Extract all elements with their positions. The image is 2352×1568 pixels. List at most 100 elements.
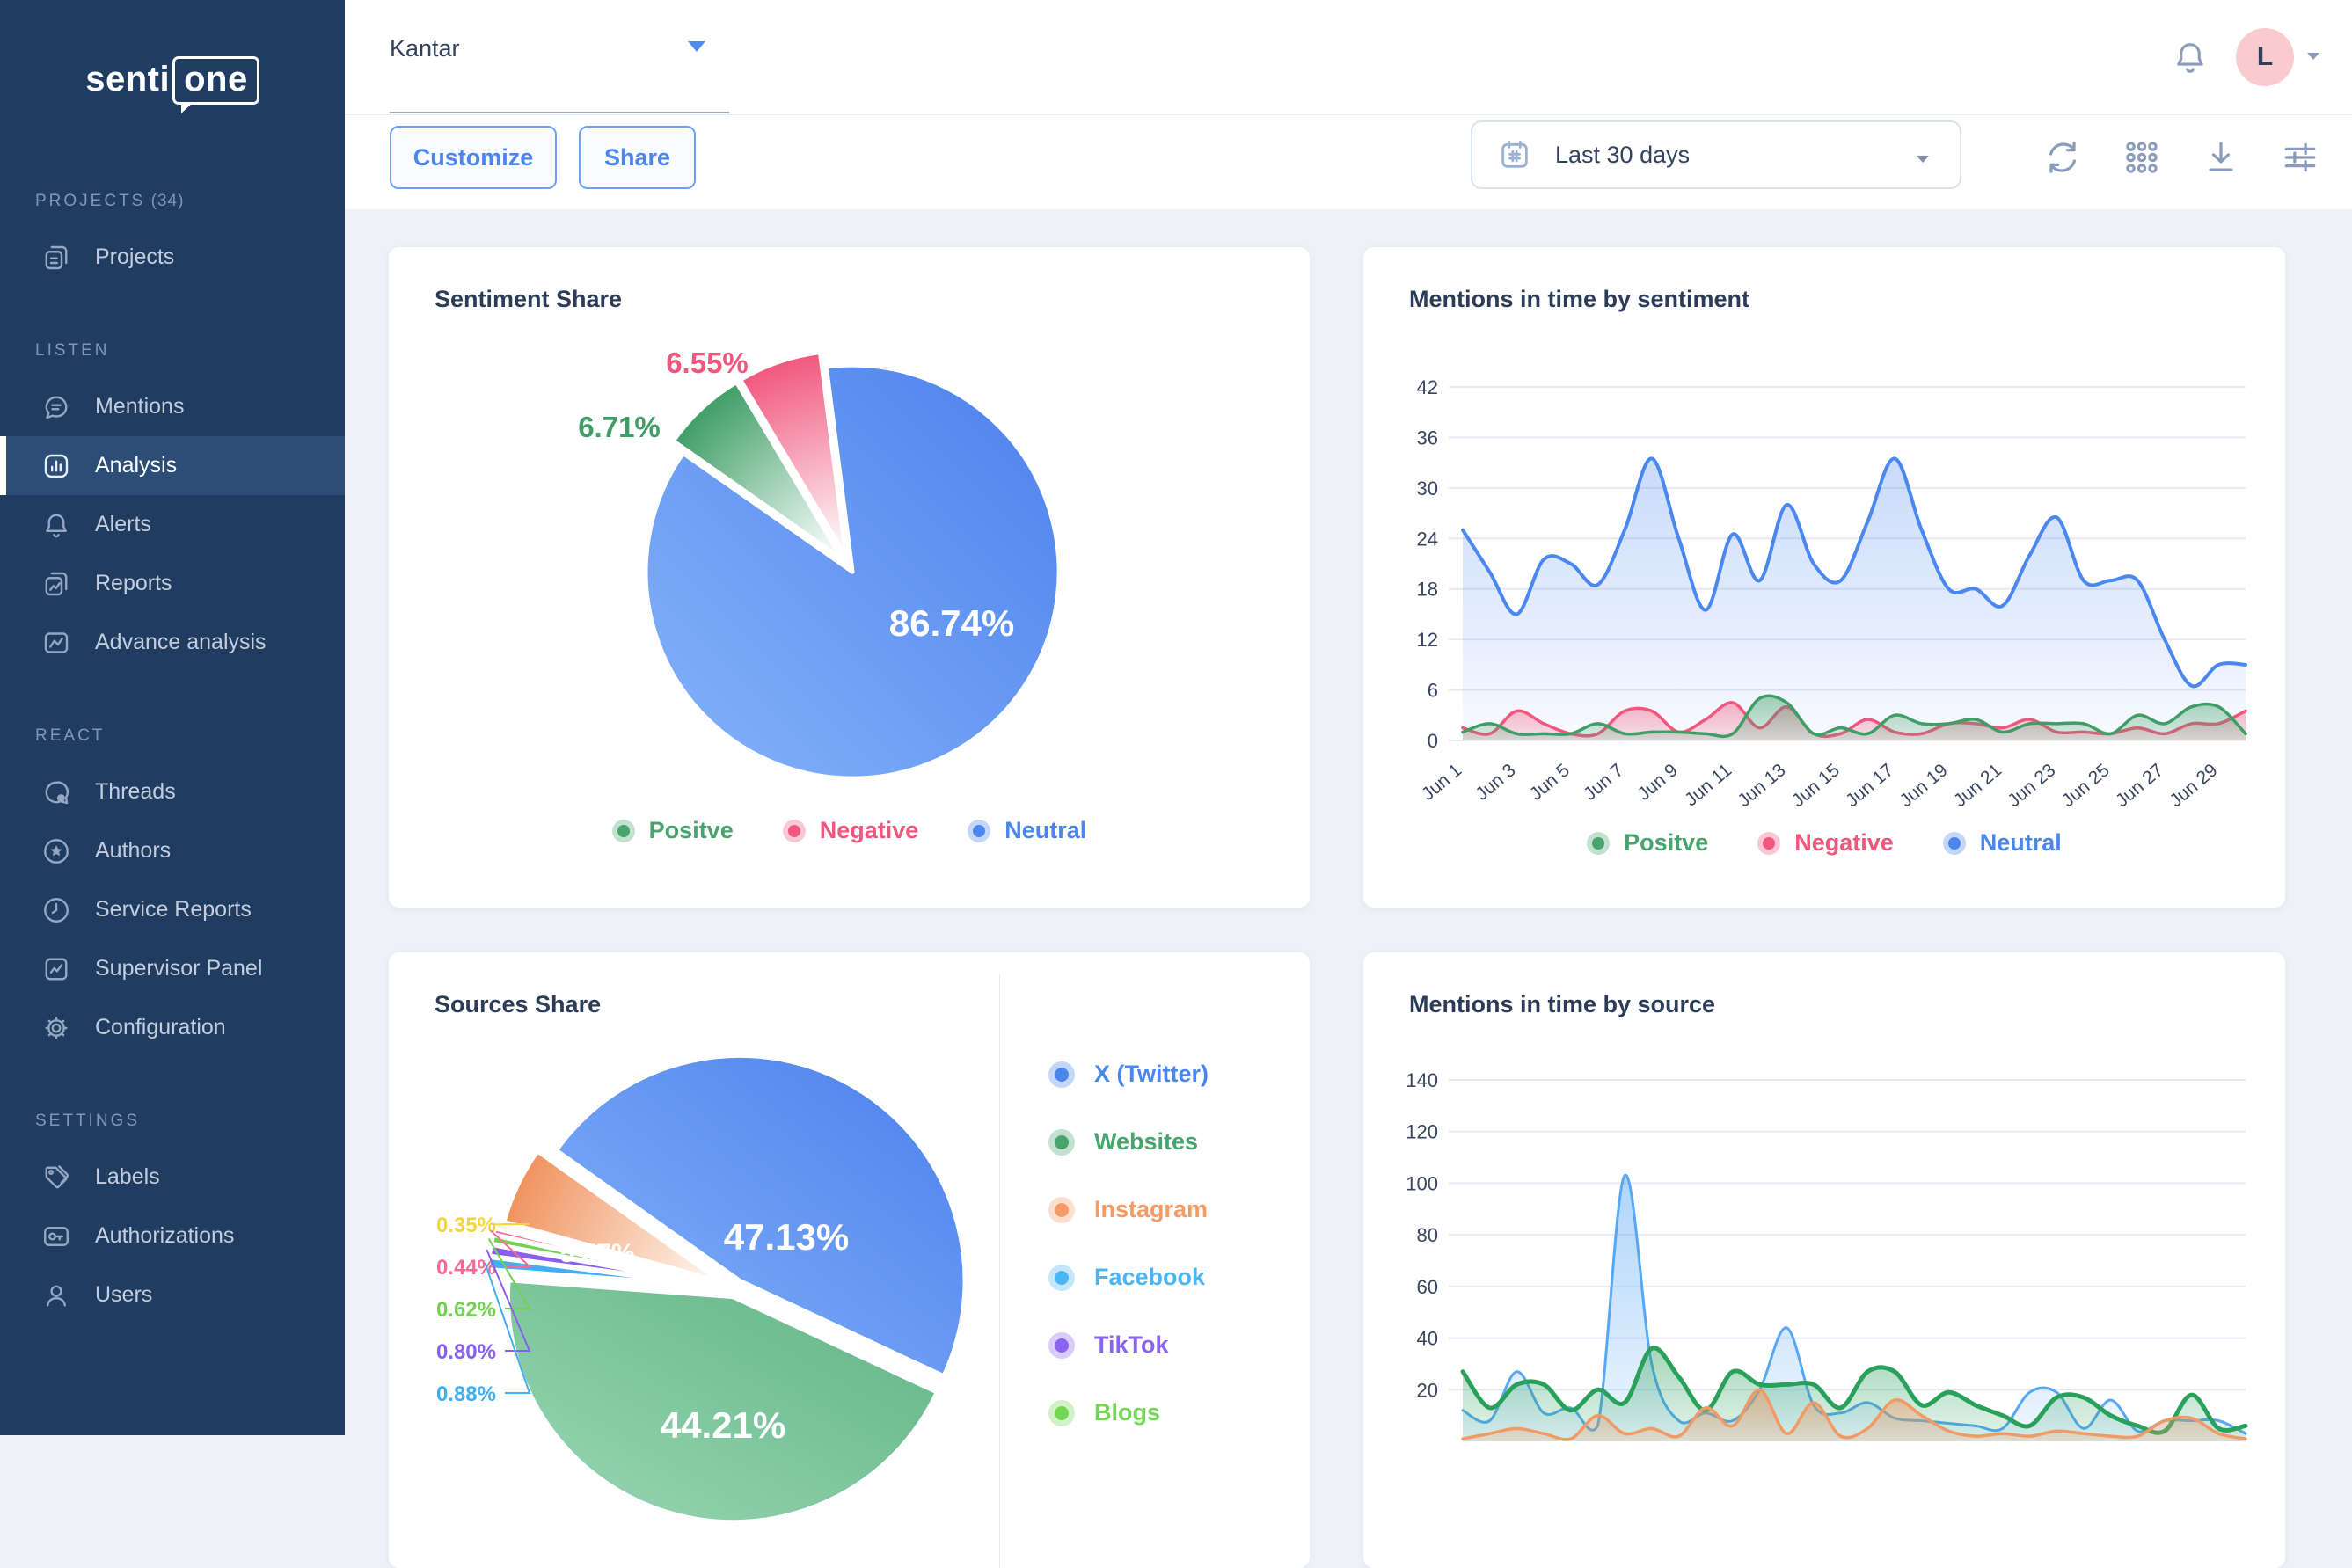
- sources-legend: X (Twitter) Websites Instagram Facebook TikT…: [1048, 1040, 1209, 1447]
- legend-label: Neutral: [1979, 829, 2062, 856]
- logo-text: senti: [85, 60, 171, 98]
- avatar-initial: L: [2256, 42, 2274, 71]
- share-button[interactable]: Share: [579, 126, 696, 189]
- project-selector-value: Kantar: [390, 35, 460, 62]
- legend-item-facebook[interactable]: Facebook: [1048, 1243, 1209, 1311]
- customize-button[interactable]: Customize: [390, 126, 557, 189]
- legend-item-neutral[interactable]: Neutral: [968, 817, 1086, 844]
- legend-item-positve[interactable]: Positve: [611, 817, 734, 844]
- svg-text:Jun 23: Jun 23: [2004, 760, 2059, 811]
- sentiment-share-pie-chart: 86.74% 6.71%6.55%: [578, 346, 1062, 781]
- legend-dot-icon: [1587, 831, 1611, 855]
- svg-text:44.21%: 44.21%: [661, 1404, 785, 1446]
- project-selector-underline: [390, 112, 729, 113]
- svg-text:Jun 17: Jun 17: [1842, 760, 1897, 811]
- sidebar-item-labels[interactable]: Labels: [0, 1148, 345, 1207]
- svg-text:12: 12: [1417, 629, 1438, 651]
- svg-text:Jun 21: Jun 21: [1950, 760, 2005, 811]
- sidebar-item-authorizations[interactable]: Authorizations: [0, 1207, 345, 1265]
- legend-label: Websites: [1094, 1128, 1199, 1155]
- labels-icon: [40, 1162, 72, 1193]
- svg-text:36: 36: [1417, 427, 1438, 449]
- legend-item-negative[interactable]: Negative: [1757, 829, 1894, 857]
- svg-text:Jun 7: Jun 7: [1580, 760, 1627, 805]
- legend-dot-icon: [1942, 831, 1966, 855]
- svg-text:Jun 15: Jun 15: [1788, 760, 1844, 811]
- svg-text:47.13%: 47.13%: [724, 1216, 849, 1258]
- avatar[interactable]: L: [2236, 28, 2294, 86]
- sidebar-item-projects[interactable]: Projects: [0, 228, 345, 287]
- sidebar-item-label: Analysis: [95, 453, 178, 478]
- refresh-icon[interactable]: [2042, 137, 2083, 178]
- sidebar-item-analysis[interactable]: Analysis: [0, 436, 345, 495]
- legend-item-blogs[interactable]: Blogs: [1048, 1379, 1209, 1447]
- sidebar-item-label: Configuration: [95, 1015, 226, 1039]
- card-mentions-by-source: Mentions in time by source 20 40 60 80 100 12…: [1363, 952, 2285, 1568]
- caret-down-icon: [687, 40, 706, 57]
- sidebar-item-users[interactable]: Users: [0, 1265, 345, 1324]
- date-range-selector[interactable]: Last 30 days: [1471, 120, 1961, 189]
- svg-text:6: 6: [1428, 680, 1438, 702]
- svg-text:Jun 29: Jun 29: [2166, 760, 2221, 811]
- legend-item-neutral[interactable]: Neutral: [1942, 829, 2062, 857]
- legend-item-tiktok[interactable]: TikTok: [1048, 1311, 1209, 1379]
- sidebar-item-authors[interactable]: Authors: [0, 821, 345, 880]
- legend-item-positve[interactable]: Positve: [1587, 829, 1708, 857]
- project-selector[interactable]: Kantar: [390, 0, 729, 113]
- sidebar-item-service-reports[interactable]: Service Reports: [0, 880, 345, 939]
- reports-icon: [40, 568, 72, 600]
- sidebar-item-label: Service Reports: [95, 897, 252, 922]
- sources-share-pie-chart: 47.13%44.21%5.57%0.35%0.44%0.62%0.80%0.8…: [436, 1053, 968, 1525]
- supervisor-panel-icon: [40, 953, 72, 985]
- sidebar-item-label: Authors: [95, 838, 172, 863]
- sentiment-legend: Positve Negative Neutral: [389, 817, 1310, 844]
- legend-item-x-twitter[interactable]: X (Twitter): [1048, 1040, 1209, 1108]
- sidebar-item-label: Labels: [95, 1164, 160, 1189]
- user-menu-caret-icon: [2306, 49, 2320, 65]
- svg-text:0.88%: 0.88%: [436, 1382, 496, 1406]
- sidebar-item-label: Authorizations: [95, 1223, 235, 1248]
- date-range-caret-icon: [1916, 152, 1930, 168]
- sidebar-item-threads[interactable]: Threads: [0, 762, 345, 821]
- sidebar-item-label: Alerts: [95, 512, 151, 536]
- legend-label: Neutral: [1004, 817, 1087, 843]
- legend-item-negative[interactable]: Negative: [782, 817, 919, 844]
- authorizations-icon: [40, 1221, 72, 1252]
- sidebar-item-advance-analysis[interactable]: Advance analysis: [0, 613, 345, 672]
- legend-item-websites[interactable]: Websites: [1048, 1108, 1209, 1176]
- download-icon[interactable]: [2201, 137, 2241, 178]
- grid-apps-icon[interactable]: [2122, 137, 2162, 178]
- svg-text:0.62%: 0.62%: [436, 1298, 496, 1322]
- sidebar-item-configuration[interactable]: Configuration: [0, 998, 345, 1057]
- threads-icon: [40, 777, 72, 808]
- legend-label: Negative: [819, 817, 919, 843]
- svg-text:80: 80: [1417, 1224, 1438, 1246]
- calendar-icon: [1497, 137, 1532, 172]
- filter-sliders-icon[interactable]: [2280, 137, 2320, 178]
- svg-text:40: 40: [1417, 1328, 1438, 1350]
- sidebar-item-reports[interactable]: Reports: [0, 554, 345, 613]
- sidebar-item-mentions[interactable]: Mentions: [0, 377, 345, 436]
- sidebar-item-label: Supervisor Panel: [95, 956, 263, 981]
- svg-text:Jun 25: Jun 25: [2058, 760, 2114, 811]
- logo-box-text: one: [184, 60, 248, 98]
- sidebar-item-supervisor-panel[interactable]: Supervisor Panel: [0, 939, 345, 998]
- sidebar-item-label: Threads: [95, 779, 176, 804]
- configuration-icon: [40, 1012, 72, 1044]
- legend-dot-icon: [968, 819, 991, 842]
- mentions-sentiment-legend: Positve Negative Neutral: [1363, 829, 2285, 857]
- legend-label: Instagram: [1094, 1196, 1209, 1222]
- svg-text:Jun 9: Jun 9: [1634, 760, 1682, 805]
- svg-text:Jun 3: Jun 3: [1472, 760, 1519, 805]
- card-sources-share: Sources Share 47.13% 44.21% 5.57% 0.35% 0.44…: [389, 952, 1310, 1568]
- user-menu[interactable]: L: [2236, 28, 2320, 86]
- legend-item-instagram[interactable]: Instagram: [1048, 1176, 1209, 1243]
- sidebar-item-alerts[interactable]: Alerts: [0, 495, 345, 554]
- svg-text:0.35%: 0.35%: [436, 1214, 496, 1237]
- svg-text:0: 0: [1428, 730, 1438, 752]
- card-sentiment-share: Sentiment Share 86.74% 6.71% 6.55% Positve…: [389, 247, 1310, 908]
- legend-dot-icon: [1757, 831, 1781, 855]
- notifications-bell-icon[interactable]: [2171, 38, 2210, 77]
- sidebar-item-label: Projects: [95, 244, 175, 269]
